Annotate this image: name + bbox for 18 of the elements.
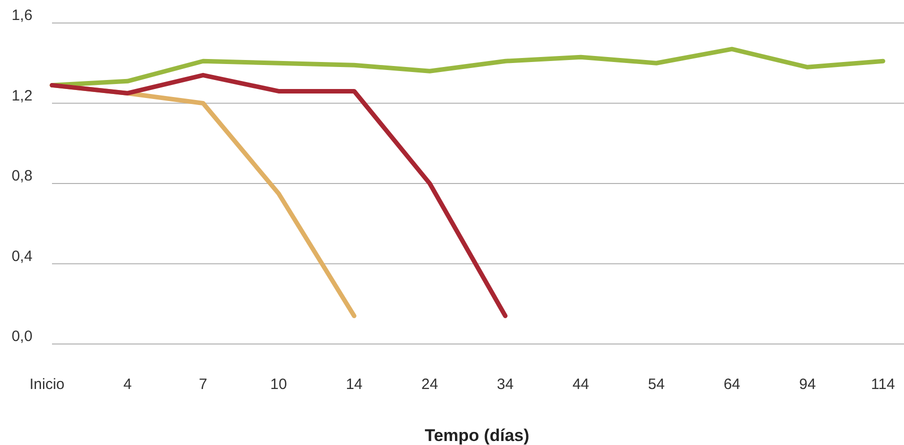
x-tick-label: Inicio xyxy=(29,376,65,393)
y-tick-label: 0,4 xyxy=(12,248,32,265)
y-tick-label: 0,0 xyxy=(12,328,32,345)
x-tick-label: 64 xyxy=(724,376,740,393)
x-tick-label: 114 xyxy=(871,376,895,393)
y-tick-label: 0,8 xyxy=(12,168,32,184)
x-tick-label: 24 xyxy=(421,376,438,393)
y-tick-label: 1,6 xyxy=(12,7,32,24)
x-tick-label: 34 xyxy=(496,376,514,393)
x-tick-label: 10 xyxy=(270,376,287,393)
x-tick-label: 14 xyxy=(346,376,363,393)
x-tick-label: 44 xyxy=(572,376,590,393)
x-tick-label: 7 xyxy=(198,376,208,393)
y-tick-label: 1,2 xyxy=(12,87,32,104)
x-axis-title: Tempo (días) xyxy=(424,426,530,445)
x-tick-label: 4 xyxy=(123,376,132,393)
x-tick-label: 94 xyxy=(799,376,816,393)
x-tick-label: 54 xyxy=(648,376,665,393)
